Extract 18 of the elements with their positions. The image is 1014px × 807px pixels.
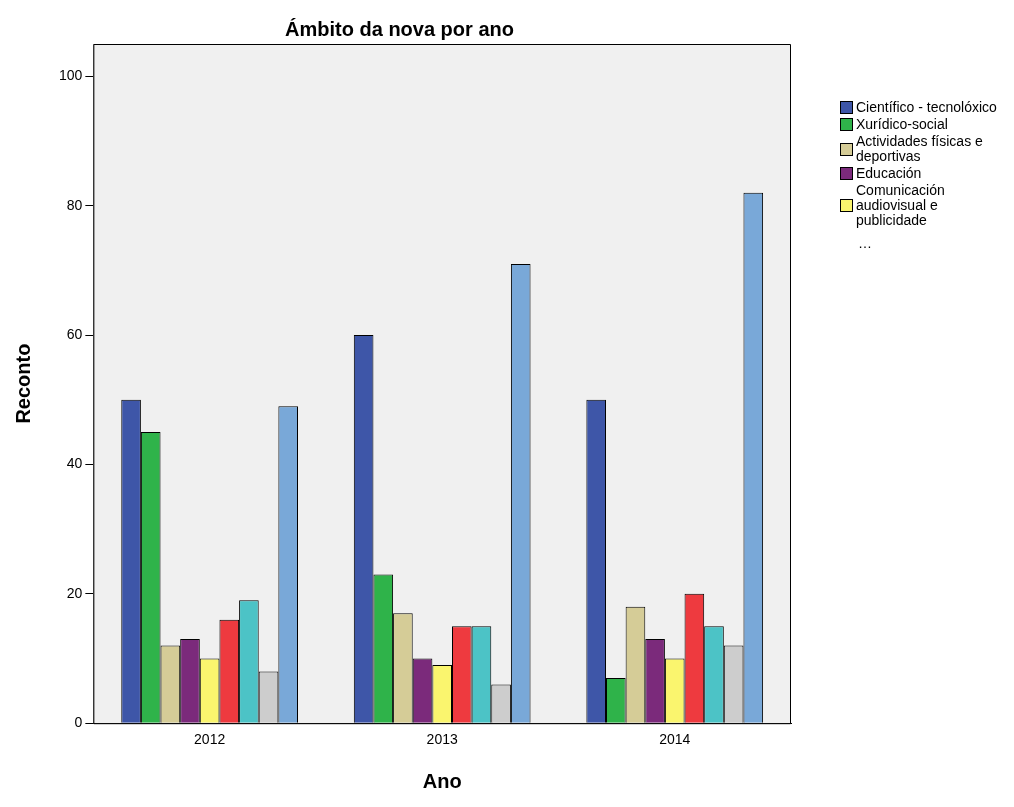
x-tick-label: 2013 — [426, 731, 458, 748]
y-tick-label: 60 — [66, 325, 83, 342]
legend-label: Actividades físicas e deportivas — [856, 133, 984, 164]
y-tick-label: 20 — [66, 584, 83, 601]
text: … — [858, 235, 873, 251]
chart-title: Ámbito da nova por ano — [285, 17, 514, 40]
legend-label: Xurídico-social — [856, 116, 948, 132]
x-tick-label: 2014 — [659, 731, 691, 748]
y-axis-title: Reconto — [11, 343, 34, 424]
legend-label: Científico - tecnolóxico — [856, 99, 997, 115]
y-tick-label: 80 — [66, 196, 83, 213]
legend-label: Educación — [856, 165, 922, 181]
y-tick-label: 100 — [59, 67, 83, 84]
x-axis-title: Ano — [422, 769, 462, 792]
legend-label: Comunicación audiovisual e publicidade — [856, 182, 946, 228]
y-tick-label: 0 — [74, 714, 83, 731]
y-tick-label: 40 — [66, 455, 83, 472]
x-tick-label: 2012 — [194, 731, 226, 748]
